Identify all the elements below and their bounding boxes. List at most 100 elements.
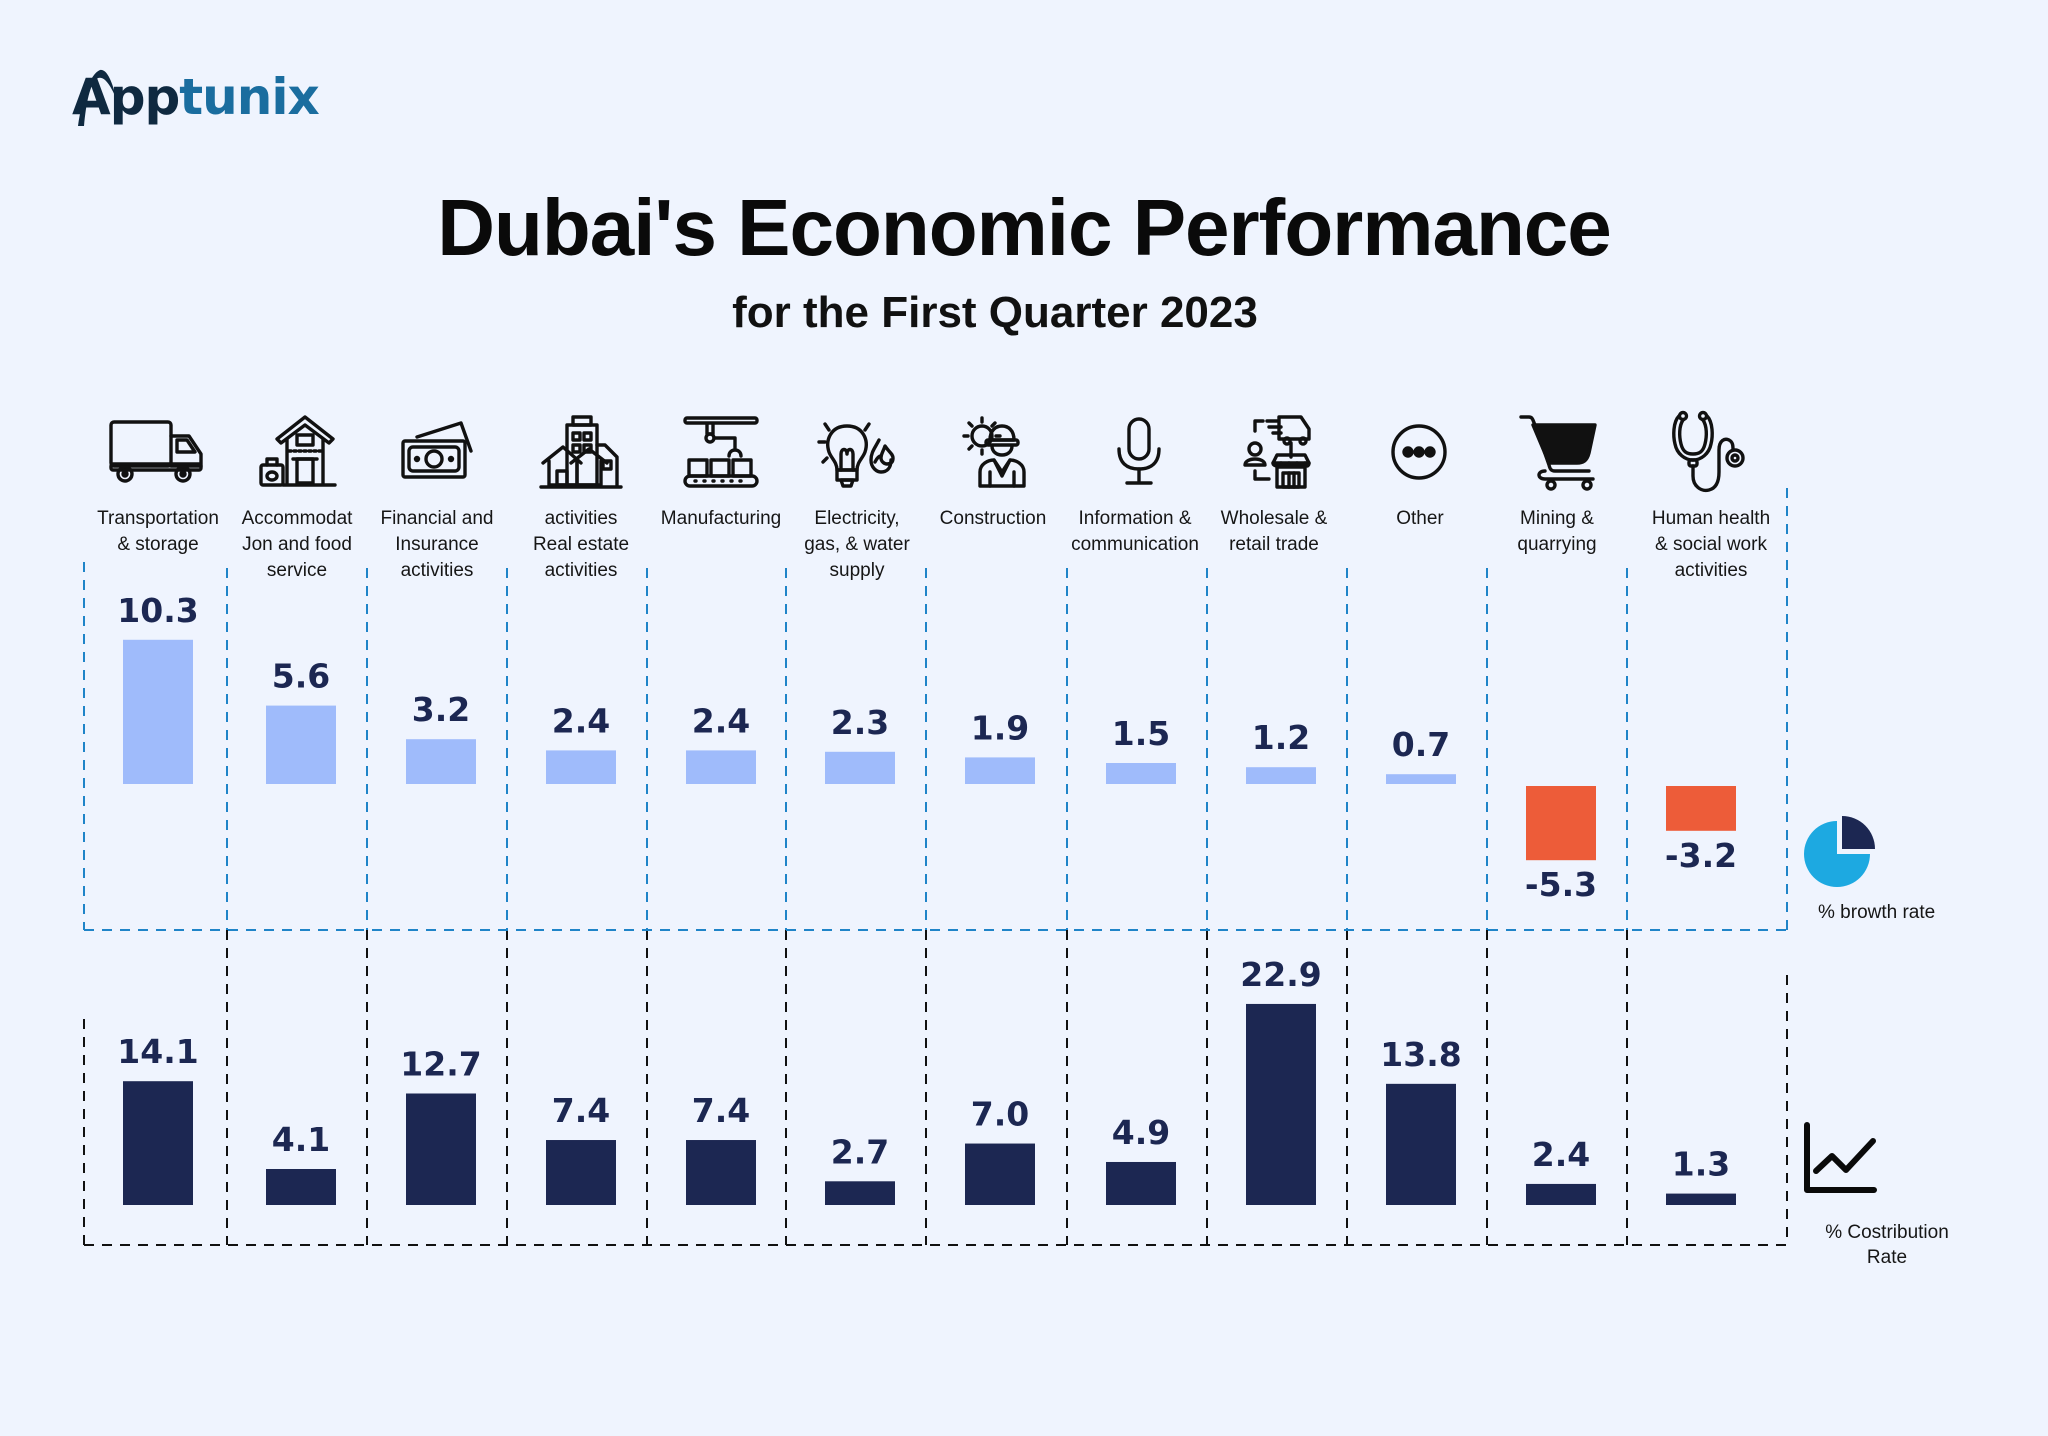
category-label-line: activities [545,508,618,529]
contribution-bar [825,1181,895,1205]
growth-bar [546,750,616,784]
category-label-line: Insurance [395,534,478,555]
category-label-line: Electricity, [814,508,899,529]
category-label-line: Other [1396,508,1444,529]
category-label: Transportation & storage [97,508,219,555]
growth-bar [406,739,476,784]
category-label: Other [1396,508,1444,529]
construction-worker-icon [962,416,1026,488]
wholesale-retail-icon [1243,415,1311,489]
contribution-bar [1106,1161,1176,1205]
category-label-line: gas, & water [804,534,910,555]
category-label: Electricity, gas, & water supply [804,508,910,581]
growth-rate-bars: 10.3 5.6 3.2 2.4 2.4 2.3 1.9 1.5 1.2 0.7 -5.3 -3.2 [117,591,1737,904]
growth-value-label: -5.3 [1525,865,1597,904]
category-label-line: Wholesale & [1221,508,1328,529]
contribution-value-label: 7.0 [971,1095,1029,1134]
microphone-icon [1117,417,1161,485]
growth-bar [965,757,1035,784]
contribution-bar [686,1140,756,1205]
grid-lines [83,488,1788,1246]
category-label-line: activities [401,560,474,581]
category-label: activities Real estate activities [533,508,629,581]
category-label: Information & communication [1071,508,1199,555]
category-label-line: service [267,560,327,581]
buildings-icon [539,415,623,489]
legend-contribution-label-line-1: % Costribution [1825,1222,1949,1243]
contribution-value-label: 13.8 [1380,1035,1461,1074]
truck-icon [109,420,203,483]
category-icons [109,410,1745,493]
category-label-line: Mining & [1520,508,1594,529]
category-label-line: quarrying [1517,534,1596,555]
contribution-bar [1246,1003,1316,1205]
category-label-line: communication [1071,534,1199,555]
growth-value-label: 1.2 [1252,718,1310,757]
growth-bar [1106,763,1176,784]
bulb-water-icon [817,422,895,488]
legend-contribution: % Costribution Rate [1804,1122,1949,1268]
category-label-line: Construction [940,508,1047,529]
growth-value-label: 2.3 [831,703,889,742]
category-label-line: Jon and food [242,534,352,555]
stethoscope-icon [1672,410,1745,493]
contribution-bar [1526,1183,1596,1205]
contribution-bar [266,1169,336,1205]
contribution-bar [546,1140,616,1205]
category-label: Construction [940,508,1047,529]
logo-text-tunix: tunix [179,68,319,126]
contribution-bar [406,1093,476,1205]
shopping-cart-icon [1519,415,1597,491]
category-label-line: Transportation [97,508,219,529]
factory-conveyor-icon [683,416,759,488]
page-title: Dubai's Economic Performance [437,183,1612,272]
category-labels: Transportation & storage Accommodat Jon and… [97,508,1770,581]
category-label-line: Information & [1079,508,1192,529]
contribution-bar [1386,1083,1456,1205]
legend-growth-label: % browth rate [1818,902,1935,923]
contribution-value-label: 2.4 [1532,1135,1590,1174]
growth-value-label: 5.6 [272,657,330,696]
growth-bar [1246,767,1316,784]
category-label-line: Accommodat [242,508,354,529]
contribution-bar [965,1143,1035,1205]
growth-value-label: 0.7 [1392,725,1450,764]
growth-bar [1386,774,1456,784]
contribution-value-label: 4.1 [272,1120,330,1159]
contribution-rate-bars: 14.1 4.1 12.7 7.4 7.4 2.7 7.0 4.9 22.9 13.8 2.4 1.3 [117,955,1736,1205]
category-label-line: activities [545,560,618,581]
category-label-line: Human health [1652,508,1770,529]
growth-bar [1666,786,1736,831]
line-chart-icon [1804,1122,1877,1193]
more-icon [1391,424,1447,480]
category-label: Human health & social work activities [1652,508,1770,581]
contribution-value-label: 7.4 [692,1091,750,1130]
contribution-value-label: 2.7 [831,1132,889,1171]
category-label-line: Manufacturing [661,508,781,529]
growth-value-label: 1.5 [1112,714,1170,753]
growth-bar [825,751,895,784]
growth-value-label: -3.2 [1665,836,1737,875]
contribution-bar [123,1081,193,1205]
logo-text-app: App [72,68,180,126]
apptunix-logo: Apptunix [72,62,320,132]
contribution-value-label: 12.7 [400,1044,481,1083]
category-label-line: retail trade [1229,534,1319,555]
growth-value-label: 10.3 [117,591,198,630]
pie-highlight-slice [1842,816,1875,849]
contribution-value-label: 4.9 [1112,1113,1170,1152]
contribution-value-label: 14.1 [117,1032,198,1071]
growth-bar [123,639,193,784]
category-label-line: & social work [1655,534,1767,555]
hotel-icon [259,415,337,487]
growth-bar [266,705,336,784]
growth-value-label: 1.9 [971,708,1029,747]
page-subtitle: for the First Quarter 2023 [732,288,1258,337]
growth-bar [1526,786,1596,861]
growth-bar [686,750,756,784]
contribution-value-label: 22.9 [1240,955,1321,994]
growth-value-label: 3.2 [412,690,470,729]
contribution-value-label: 1.3 [1672,1145,1730,1184]
category-label-line: Financial and [380,508,493,529]
